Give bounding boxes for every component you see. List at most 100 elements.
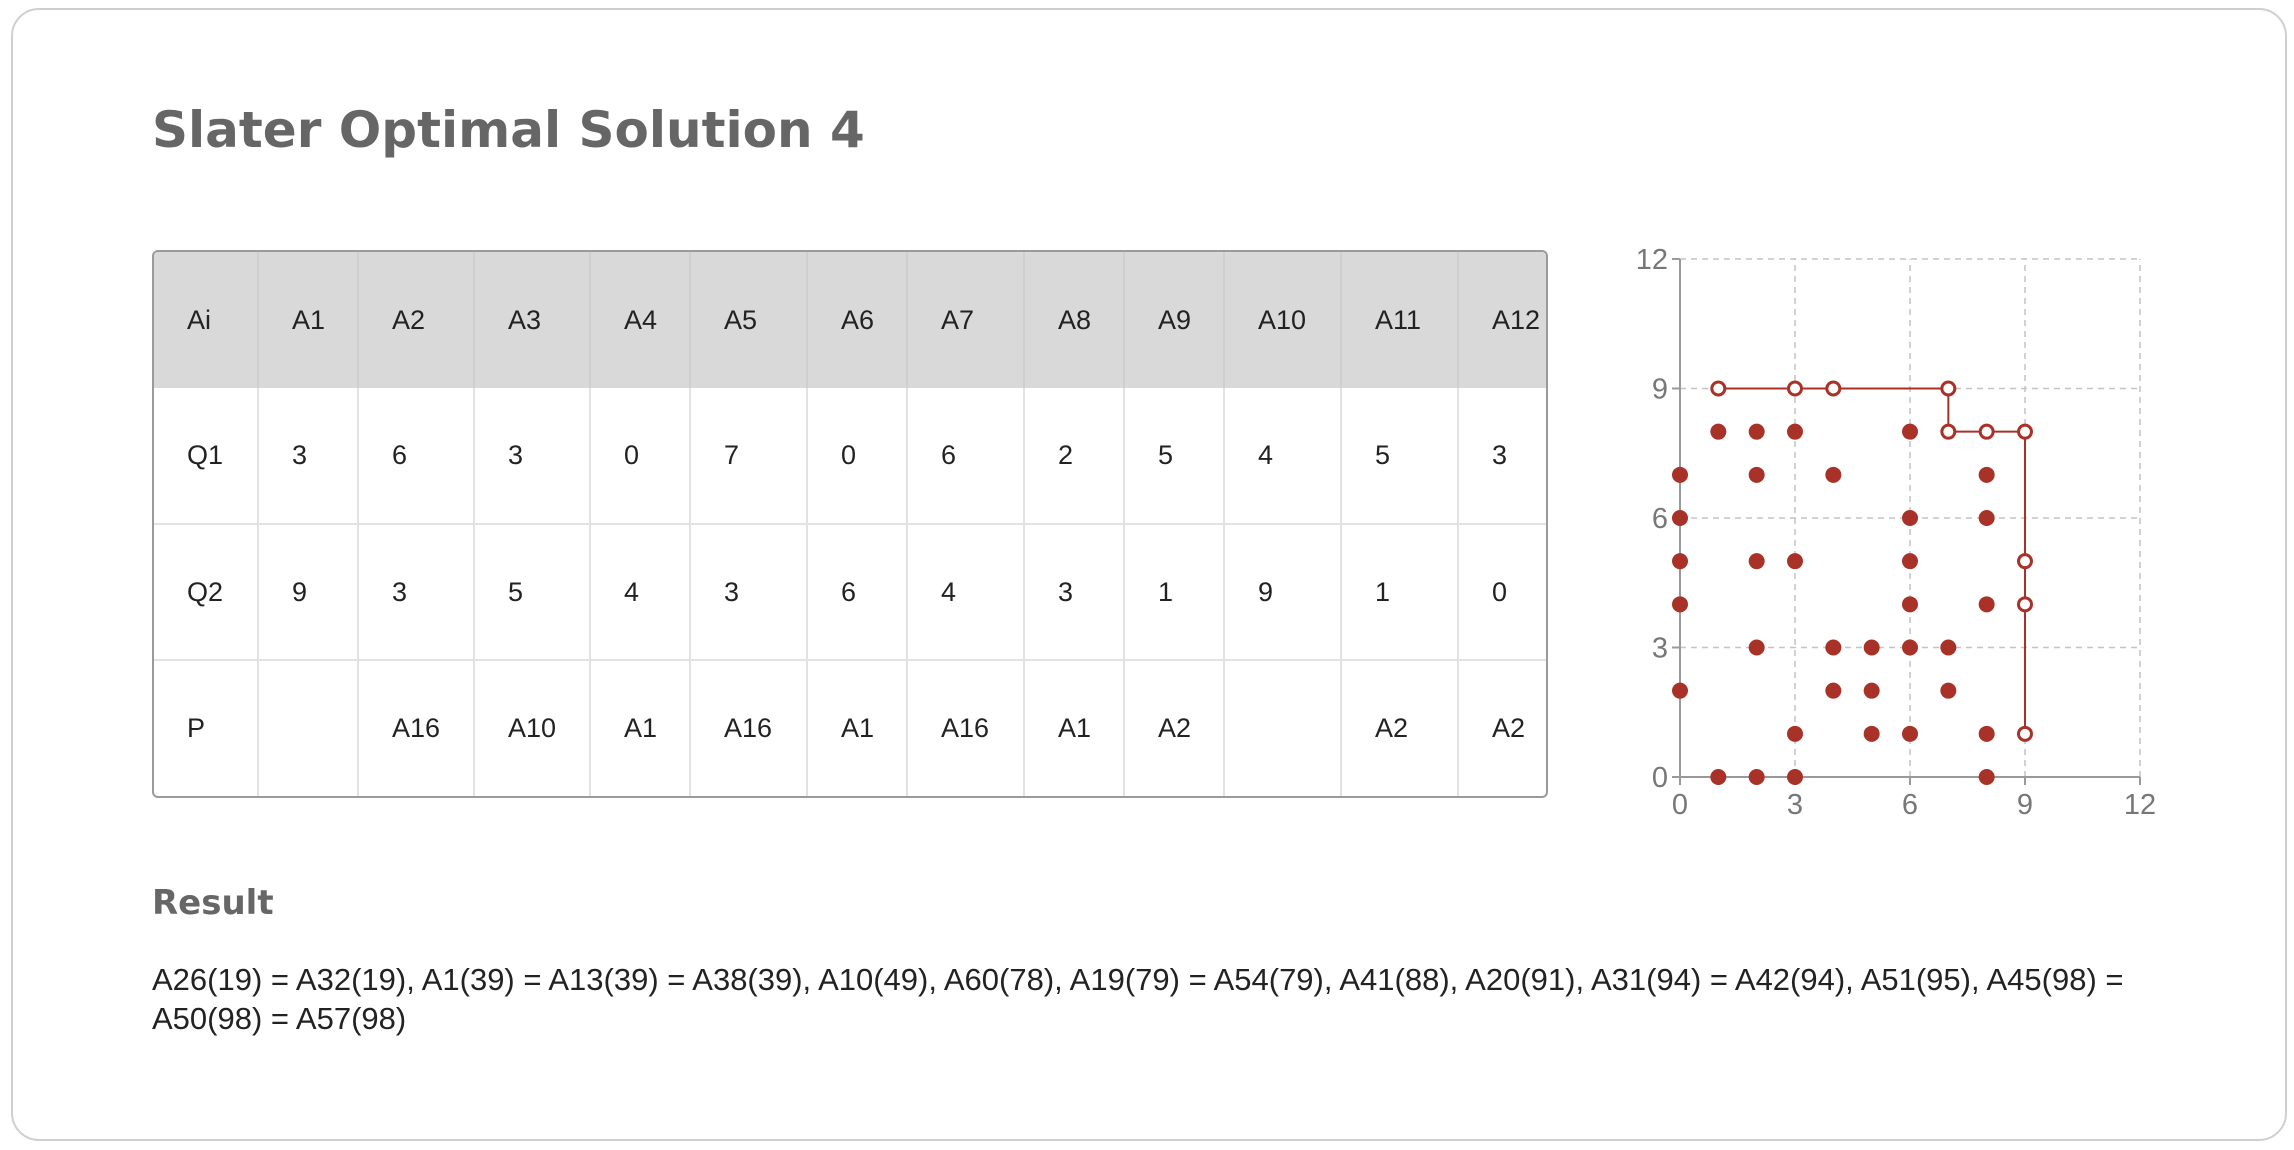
data-point	[1825, 682, 1842, 699]
table-cell: 4	[1224, 388, 1342, 525]
table-cell: 5	[1124, 388, 1225, 525]
data-point	[1748, 639, 1765, 656]
table-cell: A16	[690, 660, 808, 796]
table-cell: 5	[1341, 388, 1459, 525]
table-cell: 7	[690, 388, 808, 525]
data-point	[1902, 553, 1918, 570]
data-point	[1672, 553, 1688, 570]
table-cell: A1	[1024, 660, 1125, 796]
data-point	[1978, 769, 1995, 785]
data-point	[1863, 639, 1880, 656]
table-header-cell: A6	[807, 252, 908, 388]
data-point	[1787, 423, 1803, 440]
table-cell: 0	[807, 388, 908, 525]
table-header-cell: A5	[690, 252, 808, 388]
data-point	[1710, 423, 1727, 440]
table-cell: A1	[807, 660, 908, 796]
table-header-cell: A10	[1224, 252, 1342, 388]
table-cell: A16	[358, 660, 475, 796]
data-point	[1978, 596, 1995, 613]
table-cell: 6	[807, 524, 908, 661]
table-header-cell: A8	[1024, 252, 1125, 388]
page-title: Slater Optimal Solution 4	[152, 101, 865, 159]
y-tick-label: 6	[1652, 503, 1668, 535]
data-point	[1978, 510, 1995, 526]
table-cell: P	[154, 660, 259, 796]
table-cell: A1	[590, 660, 691, 796]
table-cell: 1	[1341, 524, 1459, 661]
y-tick-label: 0	[1652, 762, 1668, 794]
data-point	[1748, 423, 1765, 440]
table-body: Q1 3 6 3 0 7 0 6 2 5 4 5 3 Q2 9 3 5 4 3 6 4 3 1 9 1 0 P A16 A10 A1 A16…	[154, 388, 1546, 796]
data-point	[1672, 682, 1688, 699]
frontier-point	[2017, 553, 2033, 570]
table-header-cell: A3	[474, 252, 591, 388]
table-cell: 2	[1024, 388, 1125, 525]
frontier-point	[1787, 380, 1803, 397]
data-point	[1787, 553, 1803, 570]
table-cell: 3	[690, 524, 808, 661]
table-cell: 1	[1124, 524, 1225, 661]
x-tick-label: 6	[1902, 789, 1918, 821]
frontier-point	[2017, 596, 2033, 613]
table-cell: A10	[474, 660, 591, 796]
data-table-container: Ai A1 A2 A3 A4 A5 A6 A7 A8 A9 A10 A11 A12 Q1 3 6 3 0 7 0 6 2…	[152, 250, 1548, 798]
table-cell: A2	[1341, 660, 1459, 796]
data-point	[1710, 769, 1727, 785]
frontier-point	[1940, 423, 1957, 440]
data-point	[1787, 725, 1803, 742]
table-cell: 3	[1024, 524, 1125, 661]
data-point	[1748, 553, 1765, 570]
x-tick-label: 9	[2017, 789, 2033, 821]
result-heading: Result	[152, 883, 274, 923]
data-point	[1902, 510, 1918, 526]
table-row: P A16 A10 A1 A16 A1 A16 A1 A2 A2 A2	[154, 660, 1546, 796]
data-point	[1940, 639, 1957, 656]
frontier-point	[1978, 423, 1995, 440]
table-cell: 9	[258, 524, 359, 661]
data-point	[1978, 466, 1995, 483]
table-row: Q2 9 3 5 4 3 6 4 3 1 9 1 0	[154, 524, 1546, 661]
frontier-point	[2017, 423, 2033, 440]
data-table: Ai A1 A2 A3 A4 A5 A6 A7 A8 A9 A10 A11 A12 Q1 3 6 3 0 7 0 6 2…	[154, 252, 1546, 796]
table-cell: A2	[1124, 660, 1225, 796]
table-cell	[258, 660, 359, 796]
data-point	[1863, 725, 1880, 742]
table-cell: Q2	[154, 524, 259, 661]
table-cell: 9	[1224, 524, 1342, 661]
data-point	[1978, 725, 1995, 742]
table-cell: 4	[590, 524, 691, 661]
frontier-point	[2017, 725, 2033, 742]
table-header-row: Ai A1 A2 A3 A4 A5 A6 A7 A8 A9 A10 A11 A12	[154, 252, 1546, 388]
data-point	[1748, 466, 1765, 483]
table-cell: 3	[258, 388, 359, 525]
data-point	[1672, 596, 1688, 613]
x-tick-label: 3	[1787, 789, 1803, 821]
table-cell: 0	[1458, 524, 1546, 661]
frontier-point	[1940, 380, 1957, 397]
y-tick-label: 12	[1636, 244, 1668, 276]
table-row: Q1 3 6 3 0 7 0 6 2 5 4 5 3	[154, 388, 1546, 525]
table-cell: A16	[907, 660, 1025, 796]
table-cell: 0	[590, 388, 691, 525]
data-point	[1902, 639, 1918, 656]
table-header-cell: A7	[907, 252, 1025, 388]
data-point	[1787, 769, 1803, 785]
table-cell: 3	[358, 524, 475, 661]
table-cell	[1224, 660, 1342, 796]
table-header-cell: A4	[590, 252, 691, 388]
result-text: A26(19) = A32(19), A1(39) = A13(39) = A3…	[152, 962, 2124, 1036]
table-cell: 4	[907, 524, 1025, 661]
table-header-cell: A2	[358, 252, 475, 388]
data-point	[1672, 466, 1688, 483]
table-header-cell: A1	[258, 252, 359, 388]
table-header-cell: A9	[1124, 252, 1225, 388]
data-point	[1902, 596, 1918, 613]
y-tick-label: 3	[1652, 633, 1668, 665]
data-point	[1863, 682, 1880, 699]
table-cell: A2	[1458, 660, 1546, 796]
table-header-cell: A12	[1458, 252, 1546, 388]
data-point	[1940, 682, 1957, 699]
table-header-cell: Ai	[154, 252, 259, 388]
data-point	[1902, 725, 1918, 742]
